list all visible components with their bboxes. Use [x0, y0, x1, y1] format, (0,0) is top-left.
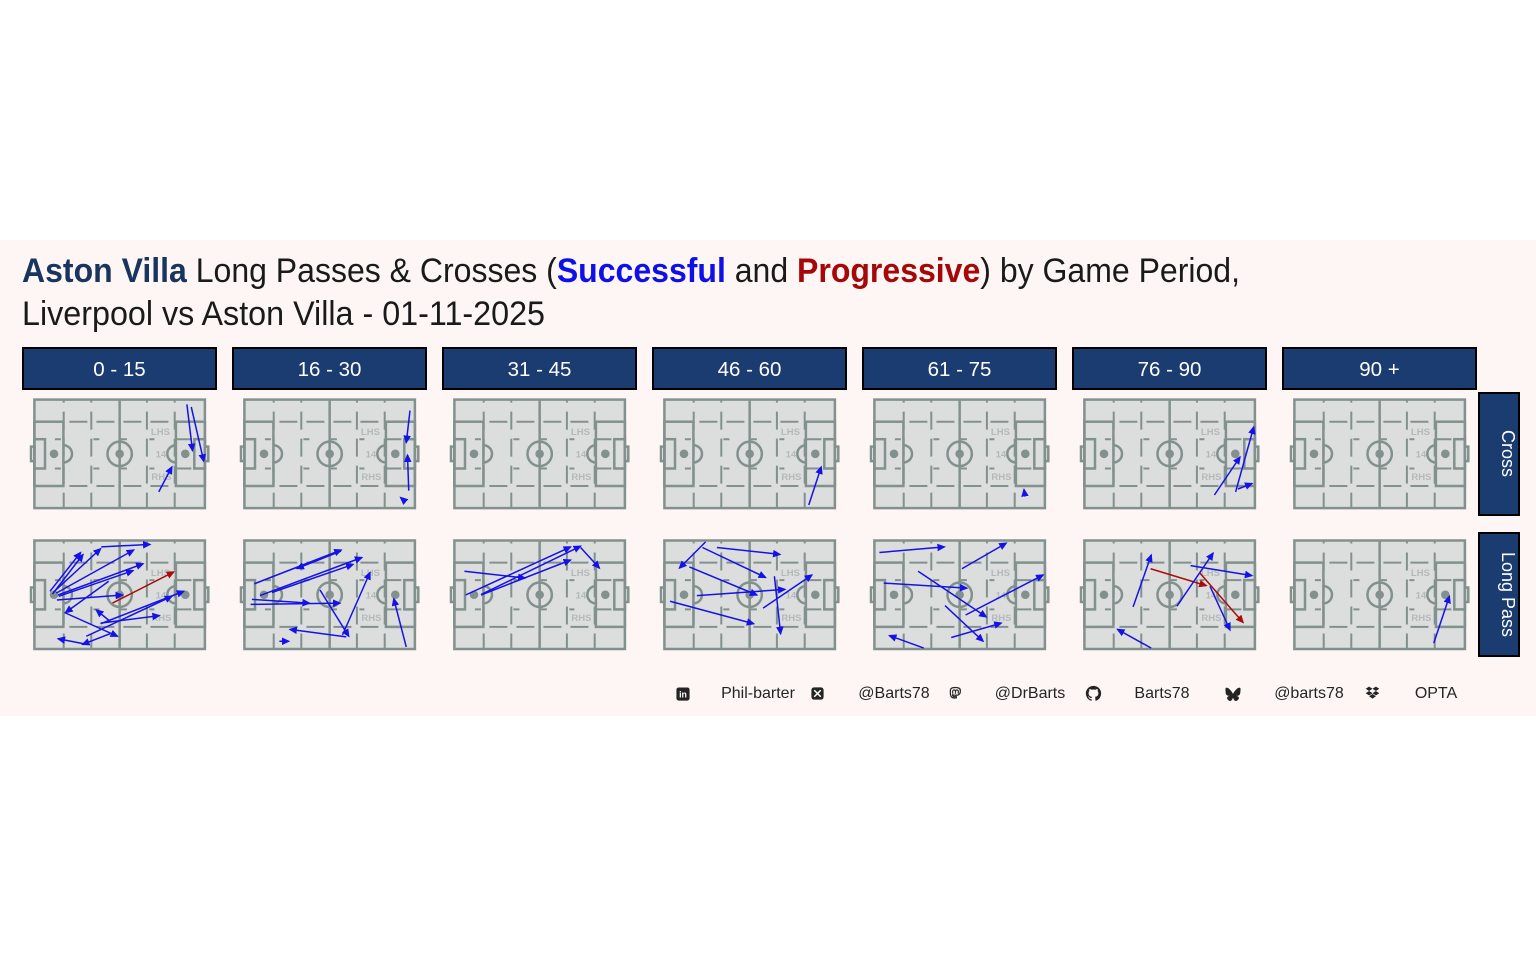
svg-text:in: in	[679, 689, 687, 699]
